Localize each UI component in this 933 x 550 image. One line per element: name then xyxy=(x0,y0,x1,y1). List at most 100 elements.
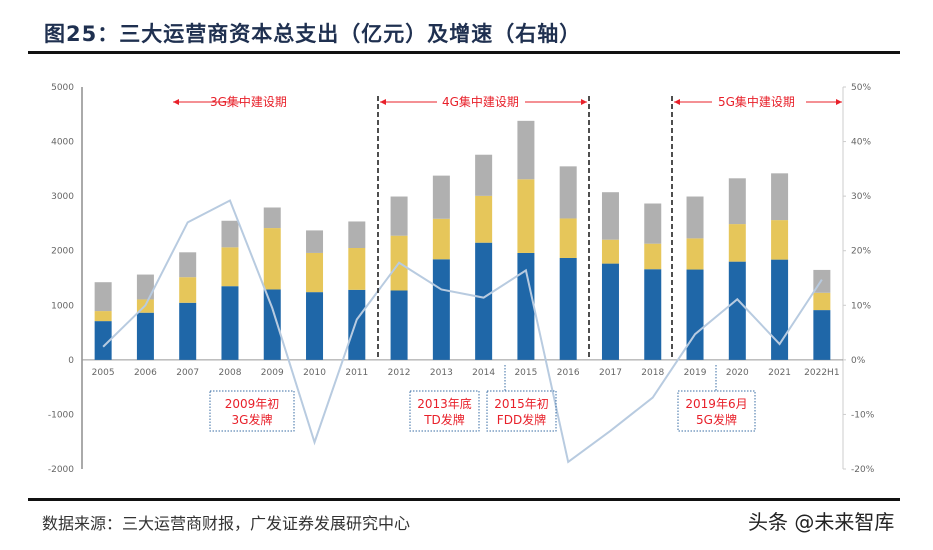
bar-segment-0 xyxy=(686,269,704,360)
bar-segment-2 xyxy=(517,120,535,180)
bar-segment-0 xyxy=(348,289,366,360)
bar-segment-1 xyxy=(348,247,366,290)
bar-segment-0 xyxy=(221,286,239,360)
title-rule xyxy=(28,51,900,54)
x-tick-label: 2008 xyxy=(219,368,242,378)
bar-segment-2 xyxy=(179,252,197,278)
bar-segment-1 xyxy=(306,252,324,293)
y-tick-label: 4000 xyxy=(51,138,74,148)
bar-segment-2 xyxy=(432,175,450,219)
x-tick-label: 2007 xyxy=(176,368,199,378)
bar-segment-1 xyxy=(221,247,239,287)
bar-segment-2 xyxy=(559,166,577,219)
x-tick-label: 2010 xyxy=(303,368,326,378)
bar-segment-2 xyxy=(136,274,154,300)
bar-segment-1 xyxy=(686,238,704,270)
x-tick-label: 2006 xyxy=(134,368,157,378)
x-tick-label: 2017 xyxy=(599,368,622,378)
watermark: 头条 @未来智库 xyxy=(748,510,895,534)
y2-tick-label: 10% xyxy=(851,301,871,311)
y2-tick-label: 30% xyxy=(851,192,871,202)
annotation-text: TD发牌 xyxy=(423,412,465,427)
bar-segment-2 xyxy=(263,207,281,229)
x-tick-label: 2013 xyxy=(430,368,453,378)
annotation-box xyxy=(486,390,557,432)
bar-segment-2 xyxy=(306,230,324,253)
x-tick-label: 2012 xyxy=(388,368,411,378)
growth-line xyxy=(102,199,823,464)
y-tick-label: -1000 xyxy=(48,410,74,420)
x-tick-label: 2015 xyxy=(514,368,537,378)
arrow-4g-left-head xyxy=(380,99,386,105)
bar-segment-0 xyxy=(136,312,154,360)
annotation-text: 2015年初 xyxy=(494,397,549,411)
x-tick-label: 2021 xyxy=(768,368,791,378)
bar-segment-2 xyxy=(348,221,366,248)
bar-segment-0 xyxy=(179,302,197,360)
bar-segment-1 xyxy=(179,277,197,303)
bar-segment-2 xyxy=(601,192,619,240)
bar-segment-2 xyxy=(728,178,746,225)
bar-segment-1 xyxy=(559,218,577,258)
y2-tick-label: -10% xyxy=(851,410,875,420)
bar-segment-0 xyxy=(390,290,408,360)
annotation-text: 5G发牌 xyxy=(696,412,737,427)
x-tick-label: 2022H1 xyxy=(804,368,839,378)
x-tick-label: 2018 xyxy=(641,368,664,378)
bar-segment-1 xyxy=(771,220,789,260)
bar-segment-2 xyxy=(221,220,239,248)
bar-segment-1 xyxy=(517,179,535,253)
bar-segment-1 xyxy=(432,218,450,260)
bar-segment-2 xyxy=(771,173,789,221)
bar-segment-0 xyxy=(728,261,746,360)
x-tick-label: 2020 xyxy=(726,368,749,378)
x-tick-label: 2011 xyxy=(345,368,368,378)
annotation-box xyxy=(677,390,756,432)
annotation-text: 2013年底 xyxy=(417,396,472,411)
bar-segment-0 xyxy=(559,257,577,360)
bar-segment-1 xyxy=(94,311,112,322)
bar-segment-1 xyxy=(728,224,746,262)
y2-tick-label: 40% xyxy=(851,138,871,148)
y2-tick-label: -20% xyxy=(851,465,875,475)
bar-segment-1 xyxy=(813,292,831,311)
arrow-5g-left-head xyxy=(674,99,680,105)
bar-segment-0 xyxy=(475,242,493,360)
period-label: 5G集中建设期 xyxy=(718,94,795,109)
period-label: 4G集中建设期 xyxy=(442,94,519,109)
x-tick-label: 2016 xyxy=(557,368,580,378)
arrow-5g-right-head xyxy=(836,99,842,105)
chart-title: 图25：三大运营商资本总支出（亿元）及增速（右轴） xyxy=(44,22,582,46)
y2-tick-label: 20% xyxy=(851,247,871,257)
annotation-box xyxy=(409,390,480,432)
x-tick-label: 2005 xyxy=(92,368,115,378)
bar-segment-0 xyxy=(771,259,789,360)
bar-segment-2 xyxy=(94,282,112,312)
x-tick-label: 2014 xyxy=(472,368,495,378)
bar-segment-2 xyxy=(475,154,493,196)
bar-segment-0 xyxy=(94,321,112,360)
y2-tick-label: 0% xyxy=(851,356,866,366)
y-tick-label: 1000 xyxy=(51,301,74,311)
annotation-text: 3G发牌 xyxy=(232,412,273,427)
y-tick-label: 3000 xyxy=(51,192,74,202)
source-note: 数据来源：三大运营商财报，广发证券发展研究中心 xyxy=(42,514,411,533)
bar-segment-0 xyxy=(813,310,831,360)
annotation-box xyxy=(209,390,295,432)
y-tick-label: 5000 xyxy=(51,83,74,93)
arrow-4g-right-head xyxy=(581,99,587,105)
bar-segment-0 xyxy=(263,289,281,360)
y2-tick-label: 50% xyxy=(851,83,871,93)
footer-rule xyxy=(28,498,900,501)
annotation-text: 2009年初 xyxy=(225,397,280,411)
bar-segment-1 xyxy=(475,195,493,243)
y-tick-label: 2000 xyxy=(51,247,74,257)
bar-segment-0 xyxy=(306,292,324,360)
bar-segment-0 xyxy=(601,263,619,360)
x-tick-label: 2019 xyxy=(684,368,707,378)
y-tick-label: -2000 xyxy=(48,465,74,475)
bar-segment-1 xyxy=(601,239,619,264)
annotation-text: FDD发牌 xyxy=(497,412,546,427)
bar-segment-2 xyxy=(644,203,662,244)
x-tick-label: 2009 xyxy=(261,368,284,378)
